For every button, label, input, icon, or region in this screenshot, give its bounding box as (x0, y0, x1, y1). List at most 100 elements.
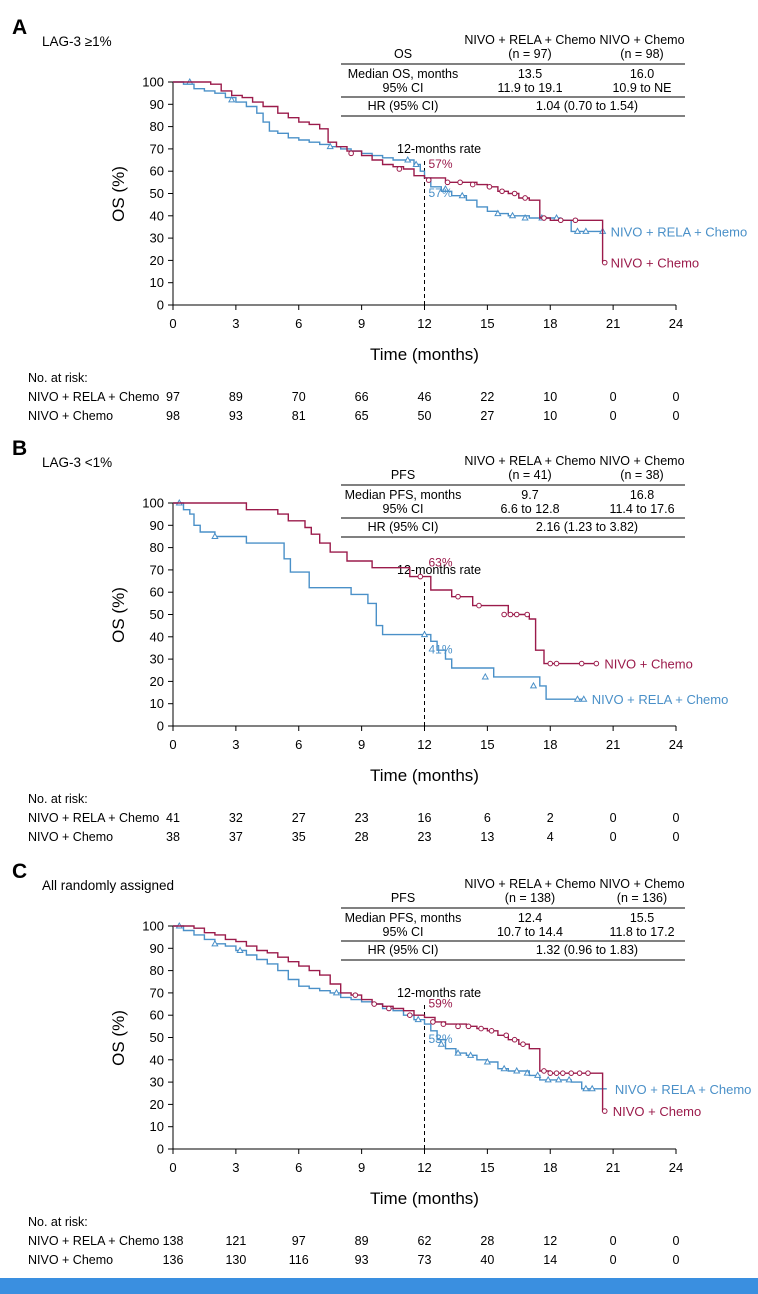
censor-marker (601, 259, 608, 266)
stat-col2-header: NIVO + Chemo (599, 877, 684, 891)
x-tick-label: 21 (606, 737, 620, 752)
censor-marker (348, 150, 354, 157)
censor-marker (578, 660, 585, 667)
y-tick-label: 100 (142, 75, 164, 90)
censor-marker (371, 1001, 378, 1007)
series-end-label: NIVO + Chemo (613, 1104, 702, 1119)
censor-marker (554, 1075, 563, 1083)
risk-value: 10 (543, 390, 557, 404)
y-tick-label: 10 (150, 275, 164, 290)
censor-marker (396, 166, 403, 172)
censor-marker (585, 1070, 591, 1076)
stat-ci-label: 95% CI (383, 502, 424, 516)
rate-label: 57% (429, 186, 453, 200)
risk-value: 37 (229, 830, 243, 844)
stat-ci-col1: 10.7 to 14.4 (497, 925, 563, 939)
censor-marker (511, 190, 518, 197)
stat-median-col2: 16.8 (630, 488, 654, 502)
y-tick-label: 80 (150, 963, 164, 978)
censor-marker (580, 695, 588, 702)
x-axis-label: Time (months) (370, 766, 479, 785)
risk-value: 130 (225, 1253, 246, 1267)
panel-title: LAG-3 ≥1% (42, 34, 112, 49)
censor-marker (412, 160, 420, 168)
x-tick-label: 21 (606, 316, 620, 331)
x-tick-label: 24 (669, 737, 683, 752)
rate-label: 59% (429, 996, 453, 1010)
panel-letter: A (12, 16, 27, 39)
censor-marker (547, 1070, 554, 1076)
censor-marker (488, 1028, 495, 1034)
censor-marker (386, 1005, 392, 1012)
risk-value: 23 (418, 830, 432, 844)
censor-marker (521, 214, 529, 221)
censor-marker (457, 179, 463, 186)
stat-col2-header: NIVO + Chemo (599, 33, 684, 47)
y-tick-label: 80 (150, 540, 164, 555)
censor-marker (469, 181, 476, 188)
stat-median-label: Median PFS, months (345, 488, 462, 502)
censor-marker (407, 1012, 413, 1019)
x-tick-label: 18 (543, 1160, 557, 1175)
risk-row-label: NIVO + Chemo (28, 409, 113, 423)
rate-label: 63% (429, 556, 453, 570)
risk-value: 0 (673, 1234, 680, 1248)
censor-marker (573, 227, 582, 234)
stat-col1-n: (n = 138) (505, 891, 555, 905)
censor-marker (476, 602, 482, 609)
milestone-label: 12-months rate (397, 563, 481, 577)
risk-value: 4 (547, 830, 554, 844)
stat-median-label: Median PFS, months (345, 911, 462, 925)
x-tick-label: 12 (417, 737, 431, 752)
x-tick-label: 15 (480, 1160, 494, 1175)
censor-marker (211, 532, 219, 539)
risk-value: 0 (673, 1253, 680, 1267)
censor-marker (524, 611, 530, 618)
risk-value: 0 (673, 390, 680, 404)
risk-row-label: NIVO + RELA + Chemo (28, 811, 159, 825)
series-end-label: NIVO + Chemo (604, 657, 693, 672)
risk-value: 0 (610, 390, 617, 404)
stat-hr-label: HR (95% CI) (368, 520, 439, 534)
footer-bar (0, 1278, 758, 1294)
y-tick-label: 80 (150, 119, 164, 134)
risk-value: 12 (543, 1234, 557, 1248)
censor-marker (544, 1075, 552, 1083)
risk-value: 28 (480, 1234, 494, 1248)
stat-median-col1: 12.4 (518, 911, 542, 925)
x-tick-label: 24 (669, 316, 683, 331)
y-tick-label: 20 (150, 1097, 164, 1112)
censor-marker (478, 1025, 484, 1032)
censor-marker (236, 946, 244, 954)
x-tick-label: 9 (358, 316, 365, 331)
panel-letter: C (12, 860, 27, 883)
risk-value: 121 (225, 1234, 246, 1248)
stat-col1-header: NIVO + RELA + Chemo (464, 454, 595, 468)
censor-marker (420, 630, 429, 638)
x-tick-label: 0 (169, 737, 176, 752)
censor-marker (458, 191, 466, 199)
x-tick-label: 3 (232, 316, 239, 331)
censor-marker (481, 672, 489, 680)
series-end-label: NIVO + RELA + Chemo (615, 1082, 752, 1097)
censor-marker (523, 1069, 531, 1076)
censor-marker (455, 1023, 461, 1030)
x-tick-label: 15 (480, 316, 494, 331)
censor-marker (454, 1049, 462, 1056)
x-tick-label: 12 (417, 316, 431, 331)
series-end-label: NIVO + RELA + Chemo (611, 224, 748, 239)
y-tick-label: 10 (150, 1119, 164, 1134)
y-axis-label: OS (%) (109, 1010, 128, 1066)
censor-marker (444, 179, 451, 186)
x-tick-label: 21 (606, 1160, 620, 1175)
censor-marker (352, 992, 359, 998)
x-tick-label: 6 (295, 737, 302, 752)
risk-value: 32 (229, 811, 243, 825)
stat-median-col2: 16.0 (630, 67, 654, 81)
risk-value: 10 (543, 409, 557, 423)
censor-marker (455, 593, 461, 600)
x-axis-label: Time (months) (370, 1189, 479, 1208)
risk-value: 97 (292, 1234, 306, 1248)
censor-marker (557, 217, 564, 224)
